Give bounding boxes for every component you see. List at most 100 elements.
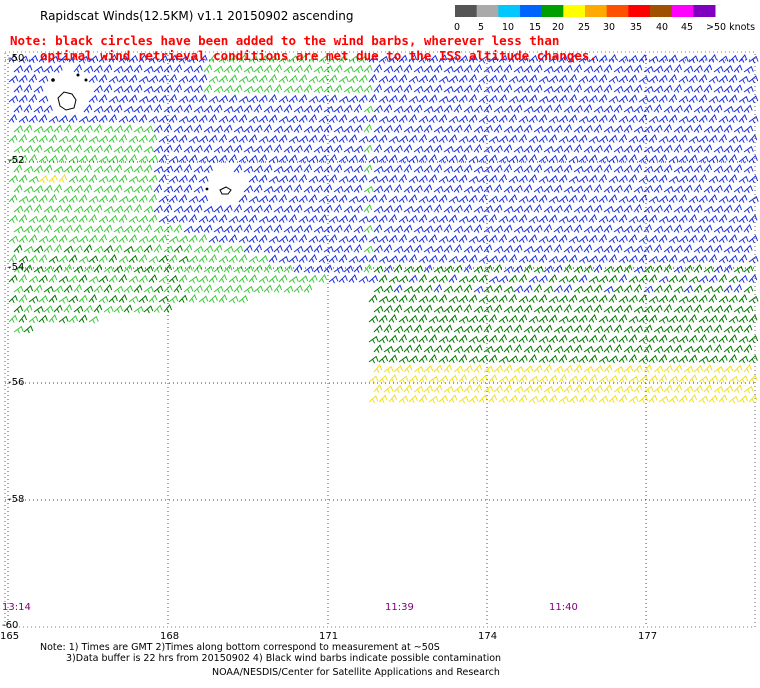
wind-barb bbox=[8, 294, 18, 304]
wind-barb bbox=[643, 185, 654, 194]
wind-barb bbox=[478, 235, 489, 244]
wind-barb bbox=[433, 305, 444, 314]
wind-barb bbox=[413, 244, 423, 253]
wind-barb bbox=[198, 155, 209, 164]
wind-barb bbox=[273, 84, 283, 93]
wind-barb bbox=[163, 245, 174, 254]
wind-barb bbox=[668, 194, 678, 203]
wind-barb bbox=[683, 165, 694, 174]
wind-barb bbox=[283, 225, 294, 234]
wind-barb bbox=[718, 115, 729, 124]
wind-barb bbox=[123, 105, 134, 114]
wind-barb bbox=[503, 84, 513, 93]
wind-barb bbox=[718, 234, 728, 244]
wind-barb bbox=[23, 145, 34, 154]
wind-barb bbox=[493, 245, 504, 254]
wind-barb bbox=[688, 174, 698, 183]
wind-barb bbox=[708, 235, 719, 244]
wind-barb bbox=[658, 315, 669, 324]
wind-barb bbox=[558, 195, 569, 204]
wind-barb bbox=[488, 55, 499, 64]
wind-barb bbox=[263, 224, 273, 234]
wind-barb bbox=[558, 74, 568, 83]
wind-barb bbox=[73, 144, 83, 153]
wind-barb bbox=[413, 125, 424, 134]
wind-barb bbox=[613, 324, 623, 333]
wind-barb bbox=[463, 345, 474, 354]
wind-barb bbox=[233, 265, 244, 274]
wind-barb bbox=[458, 154, 468, 163]
wind-barb bbox=[293, 204, 303, 213]
wind-barb bbox=[88, 255, 99, 264]
wind-barb bbox=[743, 344, 753, 353]
wind-barb bbox=[458, 315, 469, 324]
wind-barb bbox=[353, 124, 363, 133]
wind-barb bbox=[378, 335, 389, 344]
wind-barb bbox=[193, 84, 203, 94]
wind-barb bbox=[408, 155, 419, 164]
wind-barb bbox=[408, 214, 418, 224]
wind-barb bbox=[633, 144, 643, 153]
wind-barb bbox=[663, 284, 673, 293]
wind-barb bbox=[258, 115, 269, 124]
wind-barb bbox=[123, 165, 134, 174]
wind-barb bbox=[228, 135, 239, 144]
wind-barb bbox=[103, 84, 113, 93]
wind-barb bbox=[338, 95, 349, 104]
wind-barb bbox=[178, 115, 189, 124]
wind-barb bbox=[383, 365, 394, 374]
wind-barb bbox=[518, 195, 529, 204]
wind-barb bbox=[418, 115, 429, 124]
wind-barb bbox=[583, 244, 593, 253]
wind-barb bbox=[118, 174, 128, 183]
wind-barb bbox=[418, 334, 428, 344]
wind-barb bbox=[253, 124, 263, 133]
wind-barb bbox=[13, 184, 23, 193]
wind-barb bbox=[433, 344, 443, 354]
wind-barb bbox=[13, 164, 23, 173]
wind-barb bbox=[378, 194, 388, 203]
wind-barb bbox=[528, 215, 539, 224]
wind-barb bbox=[638, 215, 649, 224]
wind-barb bbox=[163, 204, 173, 213]
wind-barb bbox=[298, 174, 308, 183]
wind-barb bbox=[278, 134, 288, 143]
wind-barb bbox=[443, 344, 453, 353]
wind-barb bbox=[613, 65, 624, 74]
wind-barb bbox=[298, 254, 308, 263]
wind-barb bbox=[98, 234, 108, 243]
wind-barb bbox=[38, 134, 48, 144]
wind-barb bbox=[623, 105, 634, 114]
wind-barb bbox=[723, 264, 733, 273]
wind-barb bbox=[593, 264, 603, 273]
wind-barb bbox=[453, 65, 464, 74]
wind-barb bbox=[518, 75, 529, 84]
wind-barb bbox=[608, 314, 618, 324]
wind-barb bbox=[283, 104, 293, 113]
wind-barb bbox=[353, 65, 364, 74]
wind-barb bbox=[428, 174, 438, 183]
wind-barb bbox=[458, 115, 469, 124]
wind-barb bbox=[103, 224, 113, 233]
wind-barb bbox=[733, 105, 744, 114]
wind-barb bbox=[658, 215, 669, 224]
wind-barb bbox=[458, 295, 469, 304]
wind-barb bbox=[323, 184, 333, 193]
wind-barb bbox=[173, 144, 183, 153]
wind-barb bbox=[583, 264, 593, 274]
wind-barb bbox=[88, 195, 99, 204]
wind-barb bbox=[48, 274, 58, 283]
wind-barb bbox=[438, 194, 448, 203]
wind-barb bbox=[168, 275, 179, 284]
wind-barb bbox=[188, 154, 198, 163]
wind-barb bbox=[418, 75, 429, 84]
wind-barb bbox=[553, 104, 563, 113]
note-line-2: optimal wind retrieval conditions are me… bbox=[40, 48, 597, 63]
wind-barb bbox=[708, 194, 718, 203]
wind-barb bbox=[443, 165, 454, 174]
wind-barb bbox=[543, 385, 554, 394]
wind-barb bbox=[473, 165, 484, 174]
wind-barb bbox=[343, 145, 354, 154]
wind-barb bbox=[208, 254, 218, 263]
wind-barb bbox=[448, 235, 459, 244]
